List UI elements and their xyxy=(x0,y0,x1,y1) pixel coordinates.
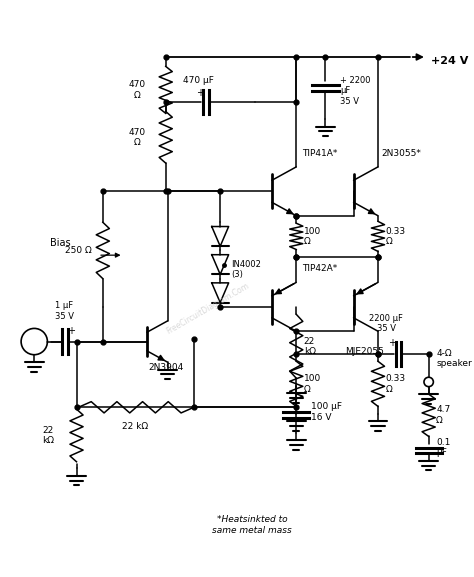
Text: 2200 μF
35 V: 2200 μF 35 V xyxy=(369,314,403,333)
Text: 22
kΩ: 22 kΩ xyxy=(42,426,55,445)
Text: Bias: Bias xyxy=(50,238,71,248)
Text: +: + xyxy=(388,338,396,349)
Text: 470
Ω: 470 Ω xyxy=(129,128,146,148)
Text: IN4002
(3): IN4002 (3) xyxy=(231,260,261,279)
Text: + 2200
μF
35 V: + 2200 μF 35 V xyxy=(340,76,371,106)
Text: 22
kΩ: 22 kΩ xyxy=(304,336,316,356)
Text: *Heatsinkted to
same metal mass: *Heatsinkted to same metal mass xyxy=(212,515,292,535)
Text: 0.33
Ω: 0.33 Ω xyxy=(385,227,406,246)
Text: TIP42A*: TIP42A* xyxy=(302,264,337,273)
Text: 22 kΩ: 22 kΩ xyxy=(122,422,148,432)
Text: 1 μF
35 V: 1 μF 35 V xyxy=(55,302,74,321)
Text: 0.1
μF: 0.1 μF xyxy=(436,438,451,458)
Text: 100
Ω: 100 Ω xyxy=(304,227,321,246)
Text: 4-Ω
speaker: 4-Ω speaker xyxy=(436,349,472,369)
Text: FreeCircuitDiagram.Com: FreeCircuitDiagram.Com xyxy=(165,282,251,336)
Text: 0.33
Ω: 0.33 Ω xyxy=(385,374,406,394)
Text: 2N3055*: 2N3055* xyxy=(382,149,421,158)
Text: MJE2055: MJE2055 xyxy=(345,347,384,356)
Text: +: + xyxy=(196,88,204,99)
Text: 470
Ω: 470 Ω xyxy=(129,80,146,100)
Text: TIP41A*: TIP41A* xyxy=(302,149,337,158)
Text: 4.7
Ω: 4.7 Ω xyxy=(436,405,450,425)
Text: 250 Ω: 250 Ω xyxy=(65,246,91,255)
Text: +: + xyxy=(67,326,75,336)
Text: 100 μF
16 V: 100 μF 16 V xyxy=(311,402,342,422)
Text: +24 V: +24 V xyxy=(430,56,468,66)
Text: 470 μF: 470 μF xyxy=(183,76,214,85)
Text: 2N3904: 2N3904 xyxy=(149,363,184,372)
Text: 100
Ω: 100 Ω xyxy=(304,374,321,394)
